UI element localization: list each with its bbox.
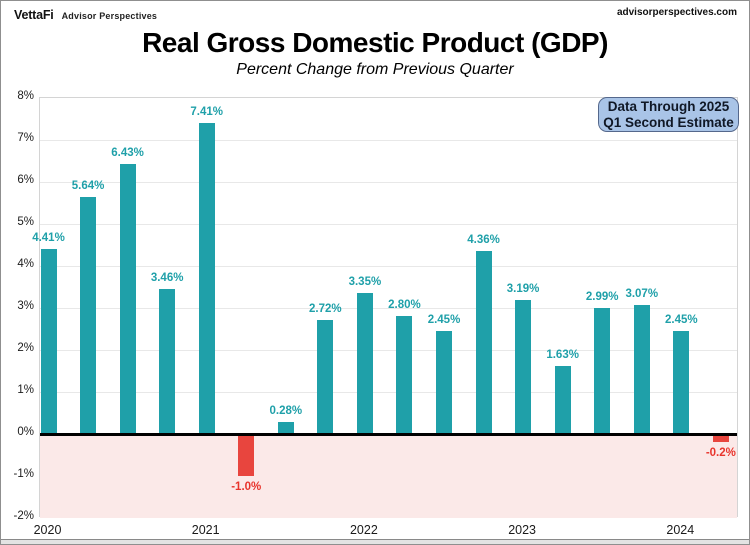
gridline (40, 223, 737, 225)
bar-2023-Q2 (436, 331, 452, 434)
bar-2024-Q2 (594, 308, 611, 434)
bar-2024-Q1 (554, 365, 571, 434)
y-tick-label: 3% (17, 300, 34, 312)
bar-value-label: 2.80% (388, 299, 421, 312)
bar-2023-Q1 (396, 316, 413, 434)
bar-value-label: 0.28% (269, 405, 303, 418)
bar-value-label: -0.2% (705, 447, 736, 460)
y-tick-label: 0% (17, 426, 34, 438)
bar-2021-Q1 (80, 197, 97, 434)
page-title: Real Gross Domestic Product (GDP) (142, 27, 608, 58)
data-through-badge: Data Through 2025 Q1 Second Estimate (598, 97, 739, 132)
y-tick-label: -2% (13, 510, 34, 522)
bar-value-label: 6.43% (111, 146, 144, 159)
y-tick-label: 8% (17, 90, 34, 102)
y-tick-label: -1% (13, 468, 34, 480)
vettafi-logo: VettaFi Advisor Perspectives (14, 8, 157, 22)
page-subtitle: Percent Change from Previous Quarter (236, 61, 514, 78)
bar-value-label: 3.35% (348, 276, 382, 289)
y-tick-label: 5% (17, 216, 34, 228)
bar-2022-Q3 (317, 319, 334, 434)
bar-value-label: 4.41% (32, 231, 65, 244)
bar-2021-Q4 (198, 122, 215, 434)
bar-value-label: 4.36% (467, 233, 500, 246)
badge-line-1: Data Through 2025 (607, 98, 730, 114)
zero-line (40, 432, 737, 436)
bar-2022-Q2 (277, 422, 294, 434)
bar-2024-Q3 (633, 305, 650, 434)
gridline (40, 181, 737, 183)
bar-2021-Q2 (119, 163, 136, 434)
x-tick-label-2022: 2022 (349, 523, 378, 537)
y-tick-label: 1% (17, 384, 34, 396)
gridline (40, 307, 737, 309)
y-tick-label: 7% (17, 132, 34, 144)
bar-value-label: 5.64% (71, 180, 105, 193)
negative-region (40, 434, 737, 518)
footer-band (1, 540, 749, 544)
gridline (40, 349, 737, 351)
footer-divider (1, 539, 749, 540)
y-tick-label: 4% (17, 258, 34, 270)
bar-value-label: 3.46% (150, 271, 184, 284)
bar-value-label: 2.45% (664, 314, 698, 327)
x-tick-label-2023: 2023 (508, 523, 536, 537)
gridline (40, 391, 737, 393)
bar-value-label: 2.45% (427, 314, 461, 327)
x-tick-label-2024: 2024 (666, 523, 695, 537)
bar-2020-Q4 (40, 248, 57, 434)
x-tick-label-2021: 2021 (191, 523, 220, 537)
plot-area: 4.41% 5.64% 6.43% 3.46% 7.41% -1.0% 0.28% 2.72%… (32, 97, 738, 518)
bar-2022-Q4 (356, 293, 373, 434)
y-tick-label: 2% (17, 342, 34, 354)
bar-value-label: 3.19% (506, 283, 540, 296)
gridline (40, 139, 737, 141)
site-url: advisorperspectives.com (616, 7, 737, 18)
bar-2021-Q3 (159, 288, 176, 434)
bar-2023-Q4 (515, 300, 532, 434)
bar-2022-Q1 (238, 434, 255, 476)
bar-value-label: 7.41% (190, 105, 223, 118)
badge-line-2: Q1 Second Estimate (603, 114, 734, 130)
gridline (40, 265, 737, 267)
bar-value-label: 2.99% (585, 291, 619, 304)
bar-2024-Q4 (673, 331, 690, 434)
y-tick-label: 6% (17, 174, 34, 186)
bar-value-label: 3.07% (625, 288, 659, 301)
bar-value-label: 2.72% (309, 302, 342, 315)
brand-name: VettaFi (14, 8, 54, 22)
bar-value-label: 1.63% (546, 348, 579, 361)
bar-2023-Q3 (475, 250, 492, 434)
brand-subtitle: Advisor Perspectives (61, 11, 158, 21)
bar-2025-Q1 (712, 434, 729, 443)
bar-value-label: -1.0% (231, 481, 262, 493)
x-tick-label-2020: 2020 (33, 523, 62, 537)
